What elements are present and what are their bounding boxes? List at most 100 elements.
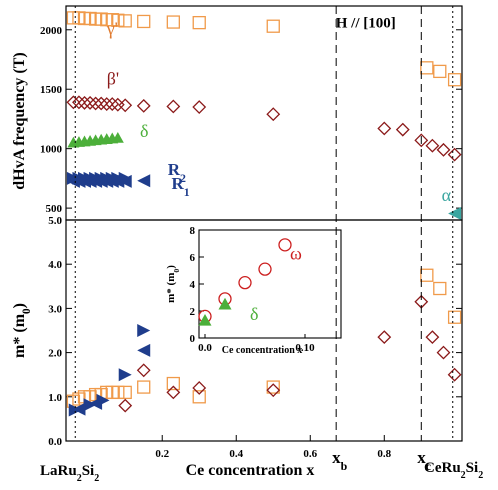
inset-y-tick-label: 4 <box>190 279 196 291</box>
diamond-marker <box>377 121 392 136</box>
diamond-marker <box>118 98 133 113</box>
bottom-y-tick-label: 4.0 <box>48 259 62 271</box>
reference-line-label: xc <box>417 448 431 473</box>
bottom-y-tick-label: 0.0 <box>48 436 62 448</box>
square-marker <box>137 380 151 394</box>
top-annotation: H // [100] <box>336 15 396 31</box>
triangle-left-marker <box>111 174 125 188</box>
inset-panel: 0 2 4 6 8 0.0 0.10 m* (m0) Ce concentration x ω δ <box>165 225 342 356</box>
bottom-y-tick-label: 5.0 <box>48 215 62 227</box>
r-branch-label: R2 <box>168 160 186 185</box>
diamond-marker <box>425 330 440 345</box>
triangle-up-marker <box>198 313 212 326</box>
triangle-left-marker <box>118 174 132 188</box>
diamond-marker <box>266 383 281 398</box>
top-panel: 500 1000 1500 2000 dHvA frequency (T) H // [1… <box>11 5 463 221</box>
diamond-marker <box>447 367 462 382</box>
shared-axis-elements: xb xc LaRu2Si2 CeRu2Si2 <box>40 6 483 484</box>
square-marker <box>433 64 447 79</box>
triangle-left-marker <box>89 396 103 410</box>
top-annotation: δ <box>140 121 148 141</box>
bottom-plot-frame <box>65 219 463 442</box>
square-marker <box>111 13 125 27</box>
diamond-marker <box>105 97 120 112</box>
square-marker <box>420 268 434 282</box>
top-y-axis-title: dHvA frequency (T) <box>11 52 28 189</box>
square-marker <box>111 385 125 400</box>
top-y-tick-label: 500 <box>46 203 63 215</box>
r-branch-label: R1 <box>171 174 189 199</box>
bottom-x-axis-title: Ce concentration x <box>186 462 315 479</box>
square-marker <box>118 14 132 28</box>
diamond-marker <box>77 95 92 110</box>
diamond-marker <box>395 122 410 137</box>
diamond-marker <box>436 142 451 157</box>
bottom-x-tick-label: 0.8 <box>377 448 391 460</box>
diamond-marker <box>136 363 151 378</box>
diamond-marker <box>118 398 133 413</box>
bottom-x-tick-label: 0.6 <box>303 448 317 460</box>
diamond-marker <box>72 95 86 110</box>
diamond-marker <box>192 100 207 114</box>
triangle-right-marker <box>83 398 97 412</box>
inset-annotation: ω <box>290 244 302 264</box>
left-endpoint-label: LaRu2Si2 <box>40 463 99 484</box>
square-marker <box>166 15 180 29</box>
triangle-right-marker <box>118 368 132 382</box>
triangle-right-marker <box>137 324 151 337</box>
right-endpoint-label: CeRu2Si2 <box>424 460 483 481</box>
top-y-tick-label: 1000 <box>40 144 63 156</box>
inset-y-tick-label: 8 <box>190 225 196 237</box>
square-marker <box>266 380 280 394</box>
top-plot-frame <box>65 5 463 221</box>
circle-marker <box>238 275 252 290</box>
inset-frame <box>198 229 342 339</box>
diamond-marker <box>166 99 181 114</box>
diamond-marker <box>447 147 462 162</box>
circle-marker <box>278 238 292 252</box>
bottom-x-tick-label: 0.2 <box>155 448 169 460</box>
diamond-marker <box>94 96 109 111</box>
bottom-y-tick-label: 3.0 <box>48 303 62 315</box>
diamond-marker <box>99 97 114 112</box>
triangle-up-marker <box>218 297 232 310</box>
square-marker <box>447 310 462 324</box>
diamond-marker <box>83 95 97 110</box>
top-annotation: α <box>442 185 452 205</box>
diamond-marker <box>377 330 392 345</box>
bottom-y-tick-label: 1.0 <box>48 392 62 404</box>
triangle-left-marker <box>448 206 462 220</box>
reference-line-label: xb <box>332 448 348 473</box>
triangle-left-marker <box>72 402 86 416</box>
inset-y-tick-label: 0 <box>190 333 196 345</box>
square-marker <box>192 390 206 404</box>
bottom-y-tick-label: 2.0 <box>48 348 62 360</box>
triangle-up-marker <box>111 131 124 143</box>
square-marker <box>447 73 462 87</box>
diamond-marker <box>88 96 103 111</box>
inset-y-tick-label: 6 <box>190 252 196 264</box>
bottom-y-axis-title: m* (m0) <box>11 303 33 358</box>
square-marker <box>433 281 447 296</box>
diamond-marker <box>425 138 440 153</box>
inset-y-tick-label: 2 <box>190 306 196 318</box>
square-marker <box>118 385 132 400</box>
diamond-marker <box>436 345 451 360</box>
top-annotation: γ' <box>106 19 118 39</box>
top-annotation: β' <box>107 68 119 88</box>
inset-y-axis-title: m* (m0) <box>165 265 181 303</box>
diamond-marker <box>66 95 81 110</box>
square-marker <box>166 376 180 391</box>
bottom-x-tick-label: 0.4 <box>229 448 243 460</box>
diamond-marker <box>166 385 181 400</box>
circle-marker <box>258 262 272 276</box>
diamond-marker <box>136 98 151 113</box>
square-marker <box>420 61 434 75</box>
inset-x-tick-label: 0.0 <box>198 342 212 354</box>
triangle-left-marker <box>137 174 151 188</box>
top-y-tick-label: 2000 <box>40 25 63 37</box>
diamond-marker <box>266 107 281 122</box>
triangle-left-marker <box>137 343 151 357</box>
bottom-panel: 0.0 1.0 2.0 3.0 4.0 5.0 0.2 0.4 0.6 0.8 m* (m0) Ce … <box>11 215 463 479</box>
